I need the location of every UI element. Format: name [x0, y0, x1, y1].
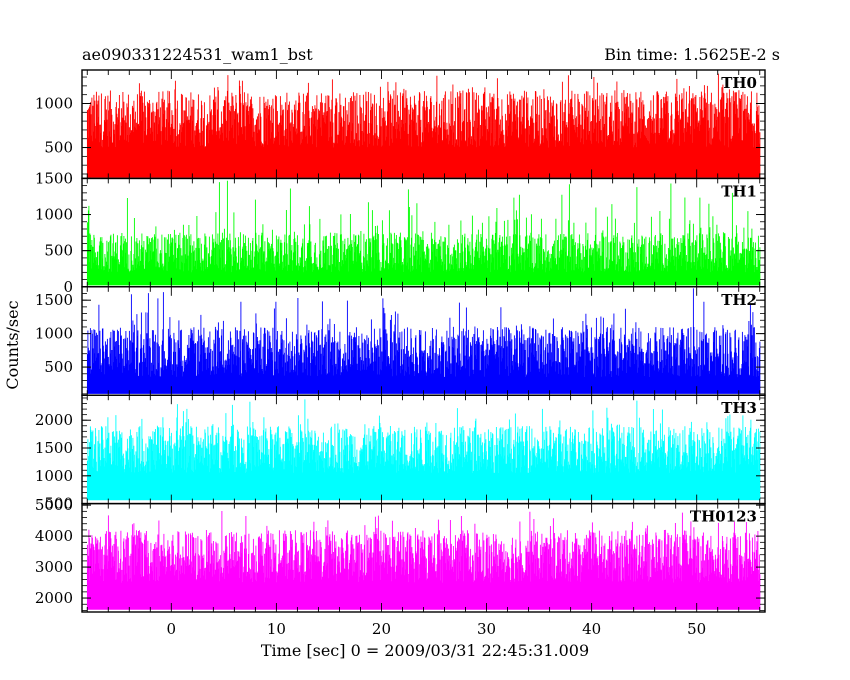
x-tick-labels: 0 10 20 30 40 50	[167, 620, 707, 638]
chart-title: ae090331224531_wam1_bst	[82, 45, 313, 64]
x-tick-label: 50	[687, 620, 706, 638]
y-tick-label: 500	[44, 358, 73, 376]
y-tick-label: 1500	[35, 439, 73, 457]
panel-label: TH1	[721, 182, 757, 200]
panel-label: TH0	[721, 74, 757, 92]
y-tick-label: 500	[44, 242, 73, 260]
y-tick-label: 500	[44, 139, 73, 157]
y-tick-label: 4000	[35, 527, 73, 545]
y-tick-label: 5000	[35, 496, 73, 514]
panel-th0: 500 1000 TH0	[35, 69, 766, 180]
y-tick-label: 500	[44, 495, 73, 513]
y-tick-label: 1000	[35, 325, 73, 343]
panel-label: TH0123	[690, 508, 757, 526]
x-tick-label: 0	[167, 620, 177, 638]
series-th1	[86, 180, 761, 286]
x-tick-label: 30	[477, 620, 496, 638]
y-tick-label: 1000	[35, 94, 73, 112]
series-th0123	[86, 511, 761, 610]
y-tick-label: 1500	[35, 291, 73, 309]
x-tick-label: 20	[372, 620, 391, 638]
y-tick-label: 2000	[35, 589, 73, 607]
panel-th1: 0 500 1000 1500 TH1	[35, 169, 766, 296]
series-th3	[86, 399, 761, 501]
panel-th0123: 2000 3000 4000 5000 TH0123	[35, 496, 766, 613]
y-axis-label: Counts/sec	[3, 300, 22, 389]
panel-th3: 500 1000 1500 2000 TH3	[35, 394, 766, 513]
series-th2	[86, 288, 761, 394]
series-th0	[86, 73, 761, 178]
y-tick-label: 0	[63, 278, 73, 296]
y-tick-label: 3000	[35, 558, 73, 576]
panel-label: TH2	[721, 291, 757, 309]
panel-th2: 500 1000 1500 TH2	[35, 286, 766, 396]
y-tick-label: 2000	[35, 411, 73, 429]
bin-time-label: Bin time: 1.5625E-2 s	[604, 45, 780, 64]
y-tick-label: 1000	[35, 467, 73, 485]
x-tick-label: 40	[582, 620, 601, 638]
x-axis-label: Time [sec] 0 = 2009/03/31 22:45:31.009	[261, 641, 589, 660]
panel-label: TH3	[721, 399, 757, 417]
x-tick-label: 10	[267, 620, 286, 638]
y-tick-label: 1000	[35, 206, 73, 224]
y-tick-label: 1500	[35, 169, 73, 187]
